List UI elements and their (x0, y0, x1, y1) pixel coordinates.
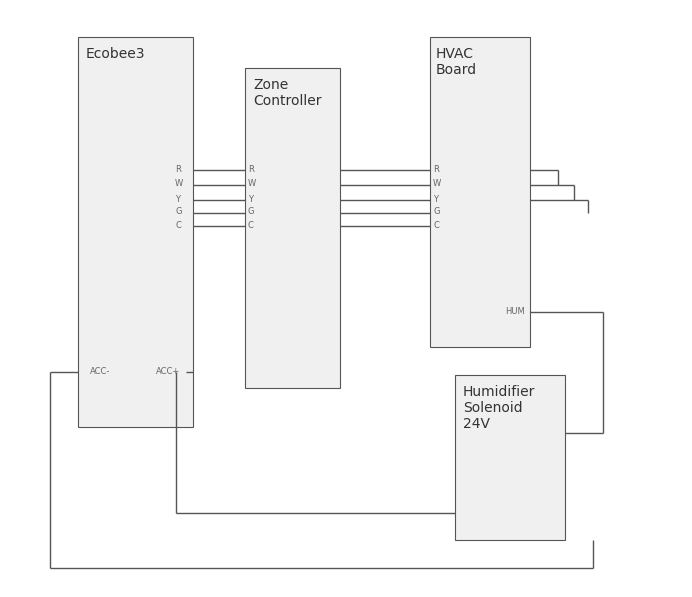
Text: W: W (175, 180, 183, 189)
Text: C: C (433, 220, 439, 229)
Text: HUM: HUM (505, 307, 525, 316)
Text: C: C (175, 220, 181, 229)
Text: W: W (433, 180, 441, 189)
Bar (78, 37, 193, 427)
Text: G: G (433, 208, 439, 217)
Text: W: W (248, 180, 256, 189)
Text: HVAC
Board: HVAC Board (436, 47, 477, 77)
Text: Zone
Controller: Zone Controller (253, 78, 322, 108)
Text: ACC-: ACC- (90, 368, 111, 377)
Text: Y: Y (433, 195, 438, 204)
Text: R: R (433, 165, 439, 174)
Bar (245, 68, 340, 388)
Text: Y: Y (175, 195, 180, 204)
Text: Y: Y (248, 195, 253, 204)
Text: Ecobee3: Ecobee3 (86, 47, 145, 61)
Bar (455, 375, 565, 540)
Text: R: R (248, 165, 254, 174)
Text: R: R (175, 165, 181, 174)
Bar (430, 37, 530, 347)
Text: G: G (248, 208, 255, 217)
Text: Humidifier
Solenoid
24V: Humidifier Solenoid 24V (463, 385, 536, 432)
Text: C: C (248, 220, 254, 229)
Text: G: G (175, 208, 181, 217)
Text: ACC+: ACC+ (156, 368, 180, 377)
